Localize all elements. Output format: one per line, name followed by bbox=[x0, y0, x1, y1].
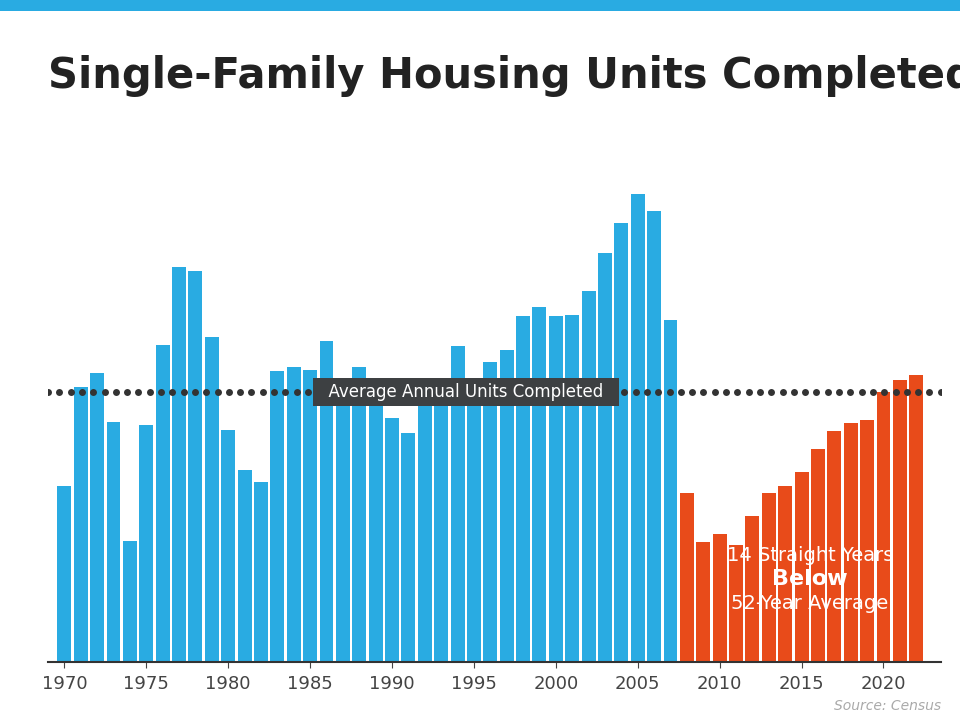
Bar bbox=[336, 383, 349, 662]
Bar bbox=[74, 387, 87, 662]
Bar bbox=[779, 485, 792, 662]
Bar bbox=[876, 392, 891, 662]
Bar bbox=[467, 390, 481, 662]
Bar bbox=[204, 337, 219, 662]
Bar bbox=[172, 266, 186, 662]
Bar bbox=[418, 400, 432, 662]
Bar bbox=[549, 315, 563, 662]
Bar bbox=[303, 370, 317, 662]
Bar bbox=[729, 545, 743, 662]
Text: 14 Straight Years: 14 Straight Years bbox=[727, 546, 893, 565]
Bar bbox=[434, 379, 448, 662]
Bar bbox=[696, 542, 710, 662]
Bar bbox=[156, 346, 170, 662]
Bar bbox=[254, 482, 268, 662]
Text: Below: Below bbox=[772, 570, 848, 589]
Bar bbox=[385, 418, 399, 662]
Bar bbox=[238, 470, 252, 662]
Bar bbox=[680, 492, 694, 662]
Bar bbox=[516, 315, 530, 662]
Bar bbox=[795, 472, 808, 662]
Bar bbox=[746, 516, 759, 662]
Bar bbox=[811, 449, 825, 662]
Bar bbox=[762, 493, 776, 662]
Bar bbox=[614, 223, 629, 662]
Bar bbox=[828, 431, 841, 662]
Bar bbox=[663, 320, 678, 662]
Text: Source: Census: Source: Census bbox=[833, 699, 941, 713]
Bar bbox=[90, 373, 104, 662]
Bar bbox=[123, 541, 137, 662]
Bar bbox=[893, 379, 907, 662]
Bar bbox=[533, 307, 546, 662]
Bar bbox=[320, 341, 333, 662]
Bar bbox=[107, 422, 121, 662]
Bar bbox=[401, 433, 416, 662]
Bar bbox=[58, 486, 71, 662]
Bar bbox=[271, 371, 284, 662]
Bar bbox=[598, 253, 612, 662]
Bar bbox=[188, 271, 203, 662]
Bar bbox=[369, 389, 383, 662]
Text: Single-Family Housing Units Completed: Single-Family Housing Units Completed bbox=[48, 55, 960, 97]
Text: 52-Year Average: 52-Year Average bbox=[732, 594, 888, 613]
Text: Average Annual Units Completed: Average Annual Units Completed bbox=[319, 383, 614, 401]
Bar bbox=[483, 362, 497, 662]
Bar bbox=[860, 420, 874, 662]
Bar bbox=[565, 315, 579, 662]
Bar bbox=[352, 367, 366, 662]
Bar bbox=[450, 346, 465, 662]
Bar bbox=[909, 375, 924, 662]
Bar bbox=[844, 423, 857, 662]
Bar bbox=[631, 194, 645, 662]
Bar bbox=[582, 290, 595, 662]
Bar bbox=[287, 366, 300, 662]
Bar bbox=[647, 211, 661, 662]
Bar bbox=[139, 425, 154, 662]
Bar bbox=[500, 350, 514, 662]
Bar bbox=[712, 534, 727, 662]
Bar bbox=[221, 430, 235, 662]
